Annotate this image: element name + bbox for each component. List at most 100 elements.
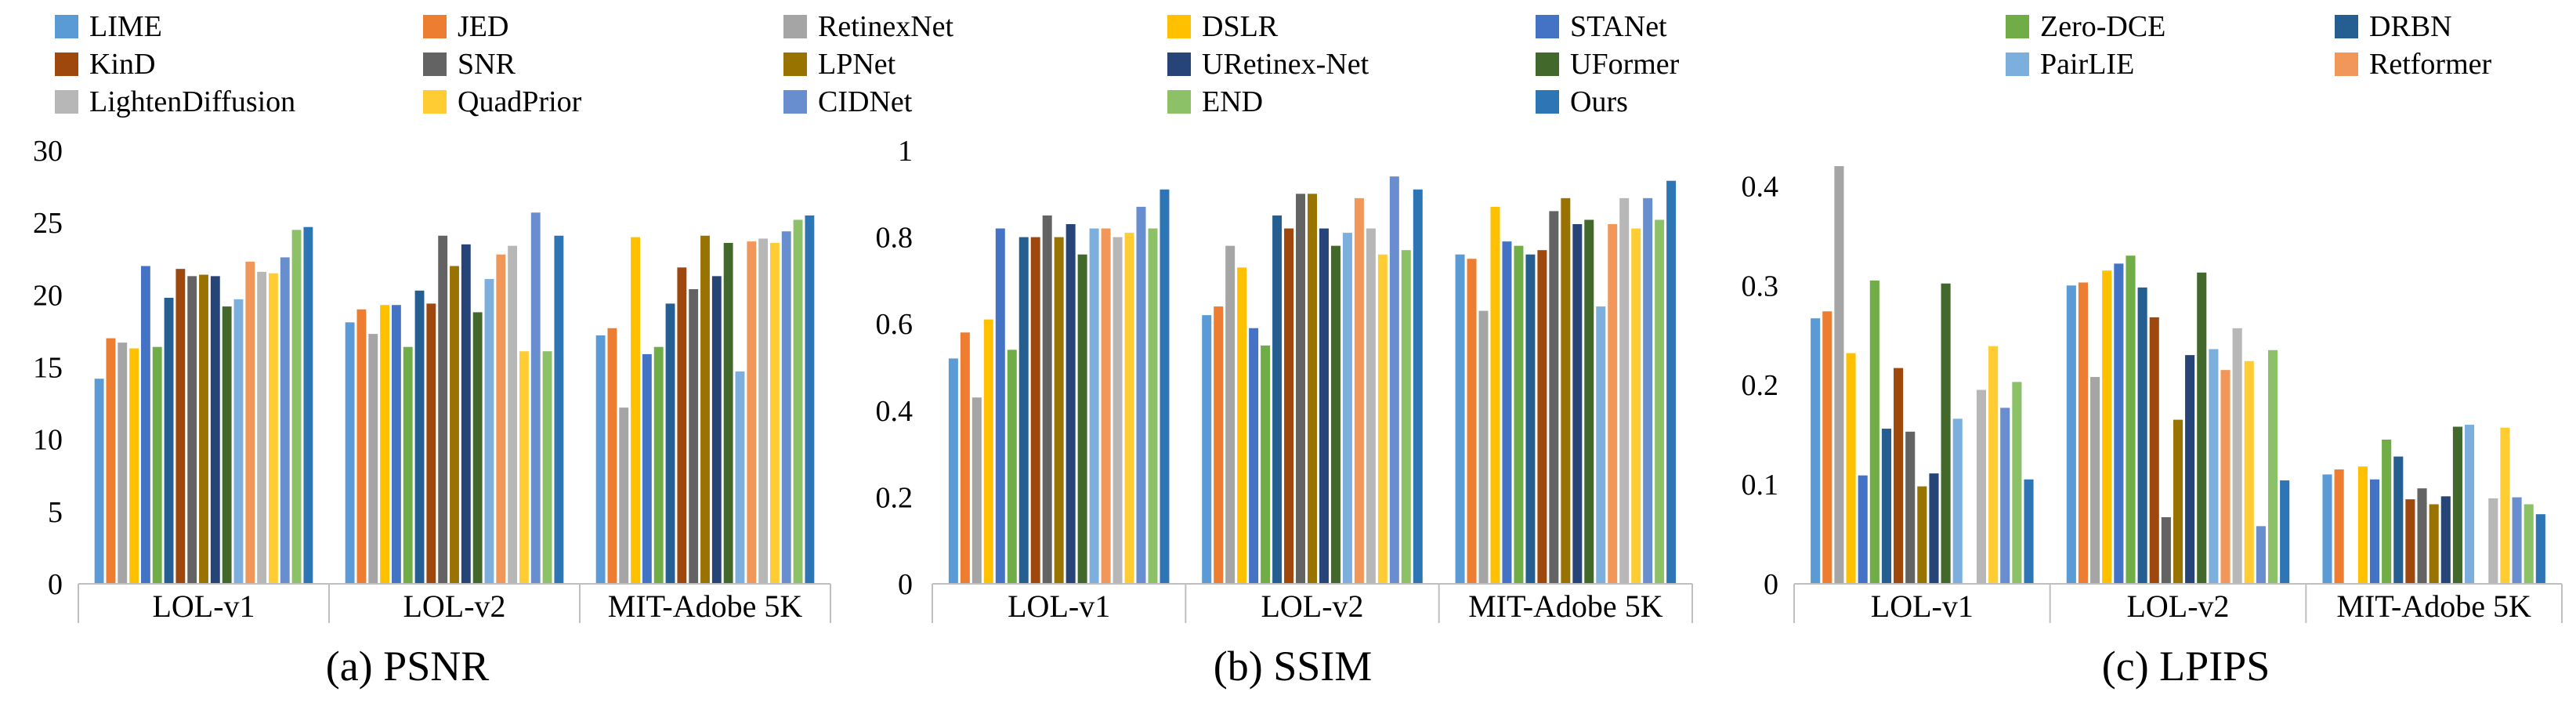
bar xyxy=(971,397,982,584)
bar xyxy=(496,254,506,584)
bar xyxy=(414,290,425,584)
legend-swatch xyxy=(1167,53,1191,76)
bar xyxy=(769,242,780,584)
legend-swatch xyxy=(423,53,447,76)
y-tick-label: 0.4 xyxy=(1742,170,1779,203)
bar xyxy=(2000,408,2010,584)
x-category-label: LOL-v2 xyxy=(1261,589,1363,624)
bar xyxy=(106,338,116,584)
legend-label: URetinex-Net xyxy=(1202,48,1369,81)
bar xyxy=(2440,496,2451,584)
bar xyxy=(677,267,687,584)
legend-item: STANet xyxy=(1536,11,1667,42)
legend-swatch xyxy=(1536,15,1559,38)
bar xyxy=(1007,350,1017,584)
bar xyxy=(94,379,104,584)
bar xyxy=(2161,516,2171,584)
legend-swatch xyxy=(783,90,807,114)
bar xyxy=(2102,270,2112,584)
legend-swatch xyxy=(1167,15,1191,38)
bar xyxy=(1377,254,1387,584)
bar xyxy=(291,230,302,584)
legend-item: SNR xyxy=(423,49,516,80)
y-tick-label: 25 xyxy=(33,207,63,240)
legend-swatch xyxy=(2335,53,2358,76)
bar xyxy=(1401,250,1411,584)
legend-label: LPNet xyxy=(818,48,896,81)
bar xyxy=(1249,328,1259,584)
bar xyxy=(2267,350,2278,584)
y-tick-label: 0.6 xyxy=(876,308,914,341)
bar xyxy=(1042,215,1052,584)
legend-label: UFormer xyxy=(1570,48,1680,81)
bar xyxy=(700,235,710,584)
bar xyxy=(1077,254,1087,584)
x-category-label: MIT-Adobe 5K xyxy=(608,589,803,624)
bar xyxy=(1894,368,1904,584)
y-tick-label: 0.8 xyxy=(876,222,914,255)
bar xyxy=(1929,473,1939,584)
bar xyxy=(2220,370,2230,584)
bar xyxy=(233,299,244,584)
bar xyxy=(642,353,652,584)
x-category-label: MIT-Adobe 5K xyxy=(1468,589,1663,624)
bar xyxy=(1113,237,1123,584)
bar xyxy=(735,371,745,584)
bar xyxy=(711,276,722,584)
legend-label: STANet xyxy=(1570,10,1667,43)
bar xyxy=(1319,228,1329,584)
bar xyxy=(222,306,232,584)
bar xyxy=(1561,197,1571,584)
bar xyxy=(1881,429,1891,584)
bar xyxy=(2524,504,2534,584)
legend-label: JED xyxy=(458,10,509,43)
bar xyxy=(380,305,390,584)
bar xyxy=(303,226,313,584)
chart-title: (b) SSIM xyxy=(1214,643,1373,690)
bar xyxy=(2232,328,2242,584)
legend-item: RetinexNet xyxy=(783,11,953,42)
bar xyxy=(2078,282,2089,584)
y-tick-label: 10 xyxy=(33,424,63,457)
bar xyxy=(1941,283,1951,584)
bar xyxy=(689,288,699,584)
legend-item: DSLR xyxy=(1167,11,1278,42)
bar xyxy=(2382,439,2392,584)
bar xyxy=(2500,427,2510,584)
legend-label: KinD xyxy=(89,48,156,81)
bar xyxy=(1202,315,1212,584)
bar xyxy=(187,276,197,584)
legend-swatch xyxy=(1167,90,1191,114)
legend-item: END xyxy=(1167,86,1263,118)
x-category-label: LOL-v1 xyxy=(1871,589,1974,624)
bar xyxy=(391,305,401,584)
bar xyxy=(403,346,413,584)
x-category-label: LOL-v1 xyxy=(1008,589,1110,624)
bar xyxy=(519,351,529,584)
x-category-label: LOL-v1 xyxy=(152,589,255,624)
bar xyxy=(1846,353,1856,584)
bar xyxy=(2126,255,2136,584)
bar xyxy=(1917,486,1927,584)
bar xyxy=(1237,267,1247,584)
bar xyxy=(1502,241,1512,584)
bar xyxy=(1976,389,1987,584)
legend-label: PairLIE xyxy=(2040,48,2135,81)
legend-label: LightenDiffusion xyxy=(89,85,296,118)
legend-item: QuadPrior xyxy=(423,86,581,118)
bar xyxy=(2357,466,2368,584)
bar xyxy=(1514,245,1524,584)
legend-item: LIME xyxy=(55,11,162,42)
bar xyxy=(1261,345,1271,584)
bar xyxy=(747,241,757,584)
bar xyxy=(1643,197,1653,584)
bar xyxy=(781,231,791,584)
bar xyxy=(2393,456,2404,584)
bar xyxy=(2090,377,2100,584)
legend-swatch xyxy=(783,53,807,76)
bar xyxy=(2334,469,2344,584)
legend: LIME JED RetinexNet DSLR STANet Zero-DCE DRBN K… xyxy=(0,0,2576,118)
bar xyxy=(1988,346,1999,584)
bar xyxy=(665,303,675,584)
legend-item: Ours xyxy=(1536,86,1628,118)
